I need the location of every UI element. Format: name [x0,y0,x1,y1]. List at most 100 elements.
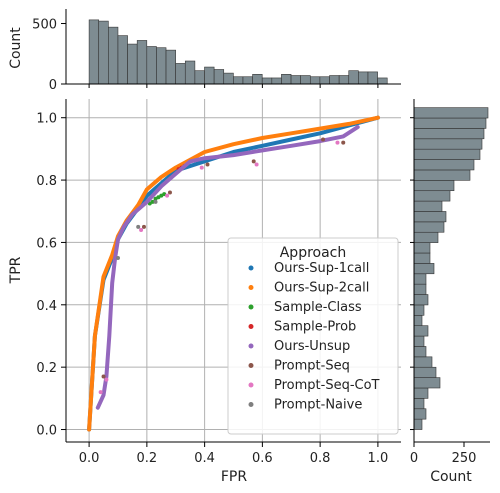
right-histogram-bar [413,190,451,202]
legend-marker-prompt-seq [248,363,254,368]
data-point-prompt-naive [136,224,141,229]
data-point-prompt-seq [101,374,106,379]
top-histogram-ylabel: Count [8,27,24,69]
right-histogram-bar [413,377,441,389]
top-histogram-bar [242,76,253,85]
right-histogram-bar [413,159,475,171]
series-line-ours-sup-2call [87,115,380,432]
top-histogram-bar [127,43,138,85]
right-histogram-bar [413,211,447,223]
top-histogram-bar [136,40,148,85]
right-histogram-bar [413,418,423,430]
right-histogram-x-tick-label: 250 [452,451,477,466]
data-point-prompt-seq [321,137,326,142]
right-histogram-bar [413,346,427,358]
top-histogram-bar [165,49,176,85]
top-histogram-bar [348,70,359,85]
legend-label-ours-sup-2call: Ours-Sup-2call [274,281,369,296]
data-point-prompt-seq [205,162,210,167]
top-histogram-bar [184,60,196,85]
top-histogram-y-tick-label: 0 [49,78,57,93]
data-point-prompt-seq-cot [335,140,340,145]
right-histogram-bar [413,366,437,378]
y-tick-label: 1.0 [36,112,57,127]
data-point-prompt-seq-cot [199,165,204,170]
legend-label-prompt-naive: Prompt-Naive [274,398,362,413]
data-point-sample-class [150,199,155,204]
legend-label-ours-unsup: Ours-Unsup [274,339,350,354]
right-histogram-bar [413,263,435,275]
right-histogram-bar [413,221,445,233]
series-ours-sup-2call [87,115,380,432]
right-histogram-bar [413,304,425,316]
right-histogram-bar [413,408,427,420]
x-tick-label: 0.0 [79,451,100,466]
legend-box [227,237,399,435]
series-ours-unsup [95,125,360,410]
legend-title: Approach [280,245,347,261]
top-histogram-bar [213,69,225,85]
series-sample-class [147,192,167,206]
series-line-ours-unsup [95,125,360,410]
right-histogram-bar [413,138,483,150]
top-histogram-bar [309,76,321,85]
data-point-prompt-seq-cot [165,193,170,198]
right-histogram-bar [413,356,433,368]
series-prompt-seq-cot [98,140,340,395]
x-tick-label: 0.2 [137,451,158,466]
legend-marker-ours-sup-1call [248,265,254,271]
legend-label-ours-sup-1call: Ours-Sup-1call [274,261,369,276]
right-histogram-bar [413,242,431,254]
data-point-prompt-seq [341,140,346,145]
data-point-prompt-seq [141,224,146,229]
right-histogram-bar [413,148,481,160]
legend-label-sample-prob: Sample-Prob [274,320,356,335]
legend-marker-ours-sup-2call [248,285,254,290]
top-histogram-bar [281,74,292,85]
top-histogram-bar [194,70,205,85]
legend-marker-sample-class [248,304,254,310]
top-histogram-bar [252,74,263,85]
top-histogram-bar [358,71,369,85]
legend-items: Ours-Sup-1call Ours-Sup-2call Sample-Class… [248,261,380,413]
right-histogram-bar [413,387,429,399]
right-histogram-bar [413,128,485,140]
top-histogram-bar [271,77,282,85]
top-marginal-histogram: 0 500 [32,9,401,93]
top-histogram-bar [88,19,100,85]
top-histogram-bar [319,76,330,85]
legend-marker-prompt-seq-cot [248,382,254,388]
right-histogram-bar [413,294,429,306]
top-histogram-bar [98,20,109,85]
x-tick-label: 0.6 [252,451,273,466]
top-histogram-bar [367,71,378,85]
top-histogram-y-tick-label: 500 [32,18,57,33]
data-point-prompt-seq [167,190,172,195]
top-histogram-bar [300,75,311,85]
right-histogram-bar [413,325,429,337]
right-histogram-bar [413,252,431,264]
right-histogram-bar [413,107,489,119]
right-marginal-histogram: 0 250 [410,99,490,466]
legend-label-prompt-seq: Prompt-Seq [274,359,350,374]
x-tick-label: 1.0 [368,451,389,466]
series-prompt-naive [115,199,158,261]
top-histogram-bar [329,75,340,85]
right-histogram-x-tick-label: 0 [410,451,418,466]
right-histogram-bar [413,231,439,243]
right-histogram-bar [413,315,423,326]
y-tick-label: 0.4 [36,299,57,314]
top-histogram-bar [175,63,186,85]
top-histogram-bar [233,76,244,85]
data-point-prompt-naive [153,199,158,204]
y-tick-label: 0.6 [36,236,57,251]
right-histogram-bar [413,273,427,285]
right-histogram-bar [413,117,487,129]
right-histogram-bar [413,283,427,295]
legend: Approach Ours-Sup-1call Ours-Sup-2call Sam… [227,237,399,435]
top-histogram-bar [290,75,301,85]
data-point-prompt-seq-cot [98,390,103,395]
legend-label-prompt-seq-cot: Prompt-Seq-CoT [274,378,380,393]
top-histogram-bar [377,77,388,85]
